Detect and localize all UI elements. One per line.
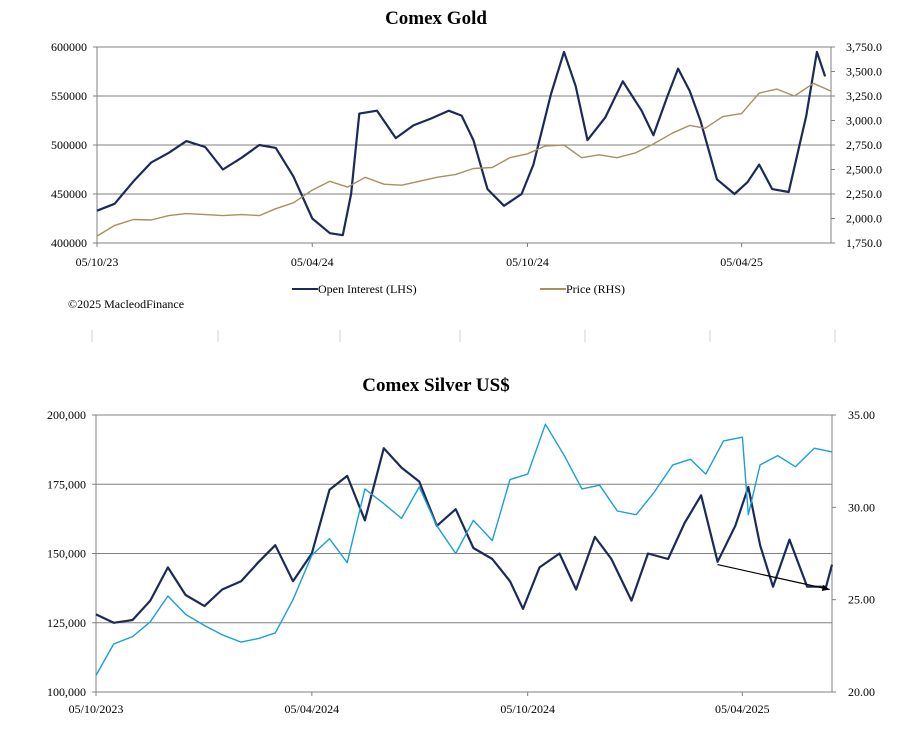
section-separator-ticks (91, 330, 836, 342)
gold-chart-title: Comex Gold (385, 8, 487, 29)
copyright-text: ©2025 MacleodFinance (68, 297, 184, 311)
gold-open-interest-line (96, 50, 827, 237)
gold-gridlines (97, 95, 831, 195)
x-tick-label: 05/10/24 (506, 255, 549, 269)
left-tick-label: 400000 (51, 236, 87, 250)
right-tick-label: 2,500.0 (846, 163, 882, 177)
silver-left-axis-ticks: 100,000 125,000 150,000 175,000 200,000 (47, 408, 96, 699)
gold-price-line (96, 82, 832, 237)
silver-series (95, 423, 834, 676)
left-tick-label: 150,000 (47, 547, 86, 561)
right-tick-label: 3,500.0 (846, 65, 882, 79)
silver-chart: Comex Silver US$ 100,000 125,000 150,000 17… (47, 375, 875, 716)
gold-x-axis-ticks: 05/10/23 05/04/24 05/10/24 05/04/25 (76, 243, 763, 269)
left-tick-label: 200,000 (47, 408, 86, 422)
trend-arrow-line (717, 563, 830, 591)
x-tick-label: 05/04/25 (720, 255, 763, 269)
right-tick-label: 3,250.0 (846, 89, 882, 103)
silver-annotation (717, 563, 830, 591)
left-tick-label: 175,000 (47, 477, 86, 491)
right-tick-label: 3,000.0 (846, 114, 882, 128)
silver-open-interest-line (95, 447, 834, 624)
left-tick-label: 125,000 (47, 616, 86, 630)
left-tick-label: 600000 (51, 40, 87, 54)
gold-left-axis-ticks: 400000 450000 500000 550000 600000 (51, 40, 97, 250)
silver-gridlines (96, 483, 832, 624)
left-tick-label: 100,000 (47, 685, 86, 699)
left-tick-label: 550000 (51, 89, 87, 103)
gold-series (96, 50, 832, 237)
silver-right-axis-ticks: 20.00 25.00 30.00 35.00 (832, 408, 875, 699)
right-tick-label: 30.00 (848, 500, 875, 514)
right-tick-label: 25.00 (848, 593, 875, 607)
silver-x-axis-ticks: 05/10/2023 05/04/2024 05/10/2024 05/04/2025 (69, 692, 770, 716)
x-tick-label: 05/04/2025 (715, 702, 770, 716)
left-tick-label: 500000 (51, 138, 87, 152)
x-tick-label: 05/10/2024 (500, 702, 555, 716)
silver-price-line (95, 423, 833, 676)
gold-legend-label-oi: Open Interest (LHS) (318, 282, 417, 296)
gold-chart: Comex Gold 400000 450000 500000 550000 60000… (51, 8, 882, 311)
x-tick-label: 05/10/23 (76, 255, 119, 269)
left-tick-label: 450000 (51, 187, 87, 201)
right-tick-label: 1,750.0 (846, 236, 882, 250)
right-tick-label: 2,750.0 (846, 138, 882, 152)
gold-right-axis-ticks: 1,750.0 2,000.0 2,250.0 2,500.0 2,750.0 3,000… (831, 40, 882, 250)
gold-legend-label-price: Price (RHS) (566, 282, 625, 296)
right-tick-label: 2,000.0 (846, 212, 882, 226)
right-tick-label: 35.00 (848, 408, 875, 422)
x-tick-label: 05/04/2024 (285, 702, 340, 716)
x-tick-label: 05/04/24 (291, 255, 334, 269)
right-tick-label: 20.00 (848, 685, 875, 699)
right-tick-label: 3,750.0 (846, 40, 882, 54)
gold-legend: Open Interest (LHS) Price (RHS) (292, 282, 625, 296)
trend-arrow-head (821, 584, 830, 591)
silver-chart-title: Comex Silver US$ (362, 375, 509, 396)
x-tick-label: 05/10/2023 (69, 702, 124, 716)
right-tick-label: 2,250.0 (846, 187, 882, 201)
